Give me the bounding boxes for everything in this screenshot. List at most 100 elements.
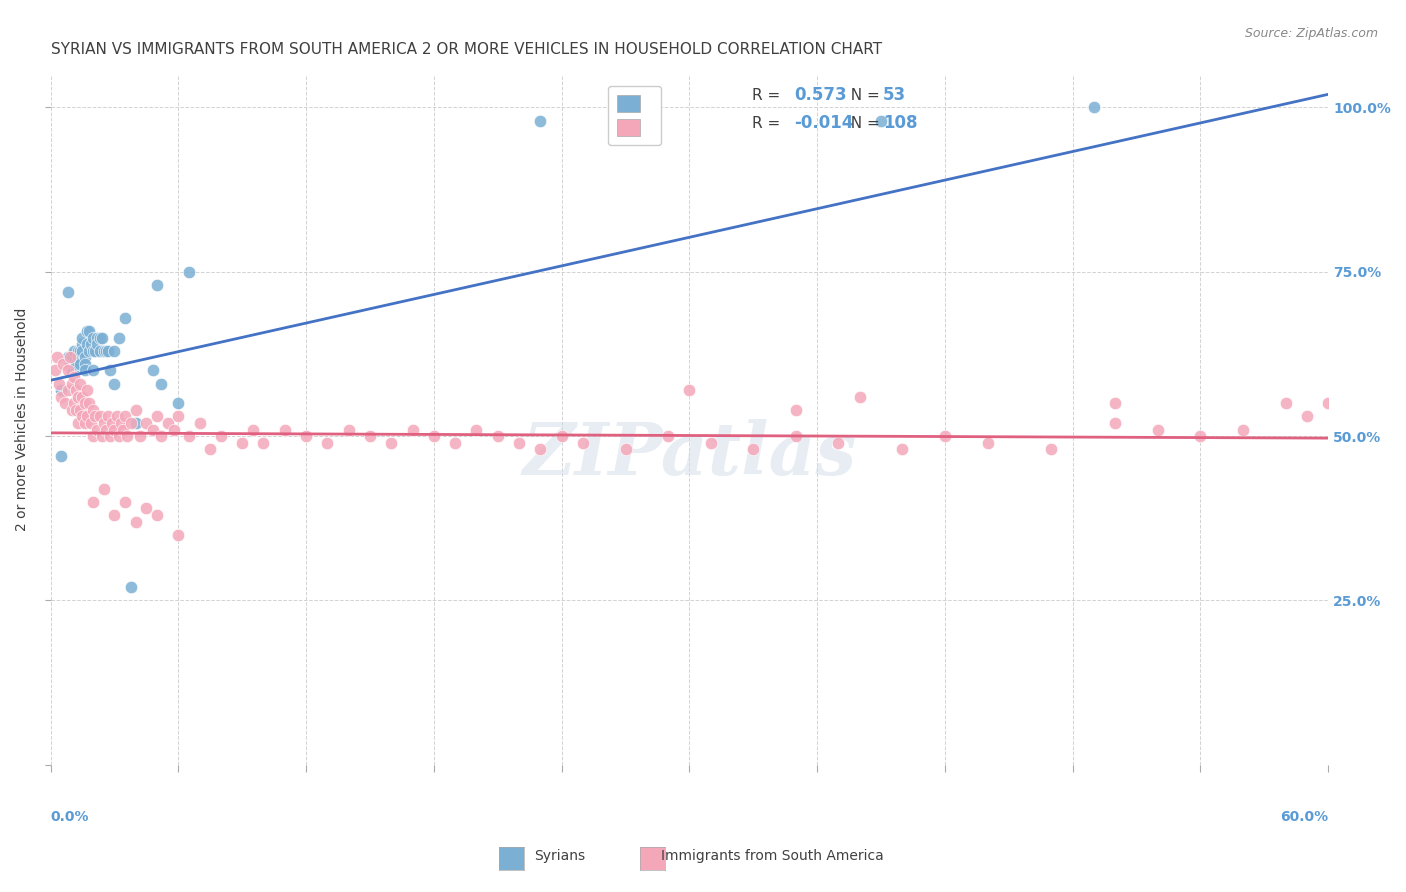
Point [82, 363, 104, 377]
Point [167, 528, 190, 542]
Point [827, 435, 849, 450]
Point [69, 343, 91, 358]
Point [76, 324, 98, 338]
Point [231, 435, 253, 450]
Point [146, 409, 169, 424]
Point [107, 330, 129, 344]
Text: ZIPatlas: ZIPatlas [523, 418, 856, 490]
Point [423, 429, 446, 443]
Point [103, 508, 125, 522]
Point [1232, 423, 1254, 437]
Point [125, 402, 148, 417]
Point [657, 429, 679, 443]
Point [110, 416, 132, 430]
Point [56, 351, 79, 365]
Text: R =: R = [752, 88, 790, 103]
Point [72, 343, 94, 358]
Point [114, 495, 136, 509]
Point [401, 423, 423, 437]
Point [77, 396, 100, 410]
Point [1317, 396, 1340, 410]
Point [678, 383, 700, 397]
Point [785, 429, 807, 443]
Point [86, 423, 108, 437]
Point [65, 363, 87, 377]
Point [48, 376, 70, 391]
Point [167, 409, 190, 424]
Point [72, 409, 94, 424]
Point [65, 402, 87, 417]
Point [67, 351, 90, 365]
Text: 108: 108 [883, 114, 918, 132]
Point [67, 416, 90, 430]
Text: 0.0%: 0.0% [51, 810, 89, 823]
Point [76, 383, 98, 397]
Text: 60.0%: 60.0% [1279, 810, 1329, 823]
Point [167, 396, 190, 410]
Text: R =: R = [752, 116, 786, 130]
Point [77, 343, 100, 358]
Point [63, 396, 86, 410]
Point [316, 435, 339, 450]
Point [111, 423, 134, 437]
Point [1147, 423, 1170, 437]
Point [465, 423, 488, 437]
Text: Source: ZipAtlas.com: Source: ZipAtlas.com [1244, 27, 1378, 40]
Point [60, 363, 83, 377]
Point [65, 383, 87, 397]
Point [295, 429, 318, 443]
Point [142, 363, 165, 377]
Point [163, 423, 186, 437]
Point [89, 409, 111, 424]
Point [97, 343, 120, 358]
Point [550, 429, 572, 443]
Point [200, 442, 222, 457]
Point [785, 402, 807, 417]
Point [848, 390, 870, 404]
Point [56, 363, 79, 377]
Point [94, 343, 117, 358]
Point [177, 429, 200, 443]
Point [82, 495, 104, 509]
Point [135, 416, 157, 430]
Point [242, 423, 264, 437]
Point [82, 330, 104, 344]
Point [614, 442, 637, 457]
Point [97, 409, 120, 424]
Point [146, 277, 169, 292]
Text: Syrians: Syrians [534, 849, 585, 863]
Point [82, 343, 104, 358]
Point [114, 310, 136, 325]
Point [86, 337, 108, 351]
Point [60, 351, 83, 365]
Point [77, 324, 100, 338]
Point [72, 337, 94, 351]
Point [120, 416, 142, 430]
Point [73, 351, 96, 365]
Point [93, 482, 115, 496]
Point [1189, 429, 1212, 443]
Point [742, 442, 765, 457]
Point [934, 429, 956, 443]
Text: N =: N = [841, 88, 889, 103]
Point [60, 402, 83, 417]
Point [107, 429, 129, 443]
Point [45, 351, 67, 365]
Point [67, 343, 90, 358]
Point [60, 376, 83, 391]
Point [135, 501, 157, 516]
Text: Immigrants from South America: Immigrants from South America [661, 849, 883, 863]
Point [1296, 409, 1319, 424]
Point [120, 580, 142, 594]
Point [56, 383, 79, 397]
Legend: , : , [607, 86, 661, 145]
Point [73, 396, 96, 410]
Point [252, 435, 274, 450]
Point [572, 435, 595, 450]
Point [60, 363, 83, 377]
Text: SYRIAN VS IMMIGRANTS FROM SOUTH AMERICA 2 OR MORE VEHICLES IN HOUSEHOLD CORRELAT: SYRIAN VS IMMIGRANTS FROM SOUTH AMERICA … [51, 42, 882, 57]
Point [72, 390, 94, 404]
Point [337, 423, 360, 437]
Point [380, 435, 402, 450]
Point [84, 409, 107, 424]
